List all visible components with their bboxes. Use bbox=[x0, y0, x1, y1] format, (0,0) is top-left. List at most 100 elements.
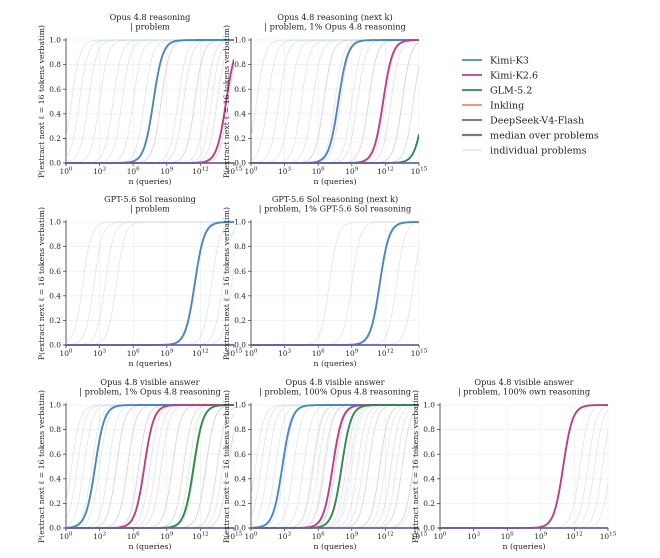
individual-problem-curve bbox=[251, 404, 419, 529]
x-tick-label: 103 bbox=[278, 349, 291, 359]
x-tick-label: 106 bbox=[312, 167, 325, 177]
panel-title-line: GPT-5.6 Sol reasoning bbox=[104, 194, 196, 204]
panel-title-line: | problem bbox=[130, 204, 170, 214]
individual-problem-curve bbox=[66, 222, 234, 346]
x-tick-label: 1012 bbox=[566, 532, 583, 542]
y-tick-label: 0.8 bbox=[234, 242, 246, 251]
individual-problem-curve bbox=[251, 222, 419, 346]
legend-label: DeepSeek-V4-Flash bbox=[490, 115, 584, 126]
x-axis-label: n (queries) bbox=[313, 359, 356, 368]
x-tick-label: 1015 bbox=[226, 532, 243, 542]
series-kimi-k2.6-line bbox=[440, 404, 608, 529]
individual-problem-curve bbox=[66, 39, 234, 164]
panel-title-line: | problem, 1% Opus 4.8 reasoning bbox=[79, 387, 221, 397]
individual-problem-curve bbox=[251, 39, 419, 164]
panel-title-line: | problem, 100% own reasoning bbox=[458, 387, 590, 397]
x-tick-label: 100 bbox=[60, 167, 73, 177]
legend-label: Kimi-K3 bbox=[490, 55, 529, 66]
x-tick-label: 1012 bbox=[377, 349, 394, 359]
individual-problem-curve bbox=[66, 39, 234, 164]
x-tick-label: 1015 bbox=[226, 349, 243, 359]
y-tick-label: 0.8 bbox=[49, 60, 61, 69]
legend-label: Inkling bbox=[490, 100, 524, 111]
x-tick-label: 1012 bbox=[192, 532, 209, 542]
y-tick-label: 0.6 bbox=[49, 450, 61, 459]
individual-problem-curve bbox=[66, 39, 234, 164]
x-tick-label: 1012 bbox=[377, 532, 394, 542]
individual-problem-curve bbox=[66, 230, 234, 346]
x-tick-label: 109 bbox=[345, 532, 358, 542]
individual-problem-curve bbox=[66, 39, 234, 164]
individual-problem-curve bbox=[66, 221, 234, 346]
x-tick-label: 106 bbox=[127, 349, 140, 359]
x-tick-label: 1015 bbox=[411, 532, 428, 542]
individual-problem-curve bbox=[66, 40, 234, 164]
x-axis-label: n (queries) bbox=[128, 542, 171, 551]
x-tick-label: 1012 bbox=[377, 167, 394, 177]
individual-problem-curve bbox=[66, 39, 234, 164]
y-axis-label: P(extract next ℓ = 16 tokens verbatim) bbox=[411, 390, 420, 543]
x-tick-label: 103 bbox=[467, 532, 480, 542]
legend-label: GLM-5.2 bbox=[490, 85, 532, 96]
series-kimi-k3-line bbox=[66, 221, 234, 346]
x-tick-label: 103 bbox=[278, 167, 291, 177]
y-tick-label: 0.8 bbox=[49, 242, 61, 251]
y-tick-label: 0.6 bbox=[423, 450, 435, 459]
individual-problem-curve bbox=[66, 39, 234, 164]
x-tick-label: 103 bbox=[93, 167, 106, 177]
legend-label: individual problems bbox=[490, 145, 587, 156]
y-tick-label: 0.4 bbox=[49, 291, 61, 300]
y-tick-label: 1.0 bbox=[49, 218, 61, 227]
panel-title-line: Opus 4.8 reasoning bbox=[110, 12, 191, 22]
x-tick-label: 109 bbox=[160, 349, 173, 359]
x-tick-label: 1015 bbox=[411, 349, 428, 359]
individual-problem-curve bbox=[66, 39, 234, 164]
panel-title-line: Opus 4.8 reasoning (next k) bbox=[277, 12, 392, 22]
legend: Kimi-K3 Kimi-K2.6 GLM-5.2 Inkling DeepSeek-V… bbox=[462, 55, 599, 156]
individual-problem-curve bbox=[66, 221, 234, 344]
x-tick-label: 1012 bbox=[192, 349, 209, 359]
x-tick-label: 100 bbox=[245, 349, 258, 359]
x-tick-label: 1012 bbox=[192, 167, 209, 177]
individual-problem-curve bbox=[251, 221, 419, 346]
y-tick-label: 0.0 bbox=[49, 159, 61, 168]
x-tick-label: 1015 bbox=[411, 167, 428, 177]
y-tick-label: 0.8 bbox=[423, 425, 435, 434]
individual-problem-curve bbox=[66, 39, 234, 159]
y-tick-label: 0.4 bbox=[49, 474, 61, 483]
y-axis-label: P(extract next ℓ = 16 tokens verbatim) bbox=[222, 390, 231, 543]
panel-title-line: | problem, 1% GPT-5.6 Sol reasoning bbox=[259, 204, 412, 214]
panel-title-line: | problem bbox=[130, 22, 170, 32]
y-tick-label: 0.2 bbox=[423, 499, 435, 508]
curves-group bbox=[251, 39, 419, 164]
y-tick-label: 0.4 bbox=[234, 109, 246, 118]
y-tick-label: 0.6 bbox=[234, 85, 246, 94]
x-tick-label: 106 bbox=[127, 167, 140, 177]
individual-problem-curve bbox=[440, 409, 608, 529]
x-tick-label: 100 bbox=[434, 532, 447, 542]
x-tick-label: 1015 bbox=[226, 167, 243, 177]
individual-problem-curve bbox=[251, 247, 419, 346]
series-kimi-k3-line bbox=[66, 39, 234, 164]
y-tick-label: 0.0 bbox=[234, 159, 246, 168]
x-axis-label: n (queries) bbox=[313, 542, 356, 551]
y-tick-label: 1.0 bbox=[234, 218, 246, 227]
y-tick-label: 0.2 bbox=[234, 134, 246, 143]
panel-opus-answer-own: Opus 4.8 visible answer| problem, 100% o… bbox=[411, 377, 617, 551]
individual-problem-curve bbox=[440, 404, 608, 529]
individual-problem-curve bbox=[66, 39, 234, 164]
y-tick-label: 1.0 bbox=[234, 401, 246, 410]
y-axis-label: P(extract next ℓ = 16 tokens verbatim) bbox=[37, 207, 46, 360]
panel-opus-answer-100pct: Opus 4.8 visible answer| problem, 100% O… bbox=[222, 377, 428, 551]
y-tick-label: 0.6 bbox=[234, 267, 246, 276]
y-tick-label: 0.4 bbox=[423, 474, 435, 483]
individual-problem-curve bbox=[66, 39, 234, 163]
individual-problem-curve bbox=[66, 267, 234, 346]
x-axis-label: n (queries) bbox=[128, 177, 171, 186]
y-tick-label: 1.0 bbox=[49, 401, 61, 410]
x-tick-label: 109 bbox=[345, 167, 358, 177]
panel-title-line: Opus 4.8 visible answer bbox=[285, 377, 384, 387]
panel-title-line: Opus 4.8 visible answer bbox=[100, 377, 199, 387]
individual-problem-curve bbox=[66, 39, 234, 164]
